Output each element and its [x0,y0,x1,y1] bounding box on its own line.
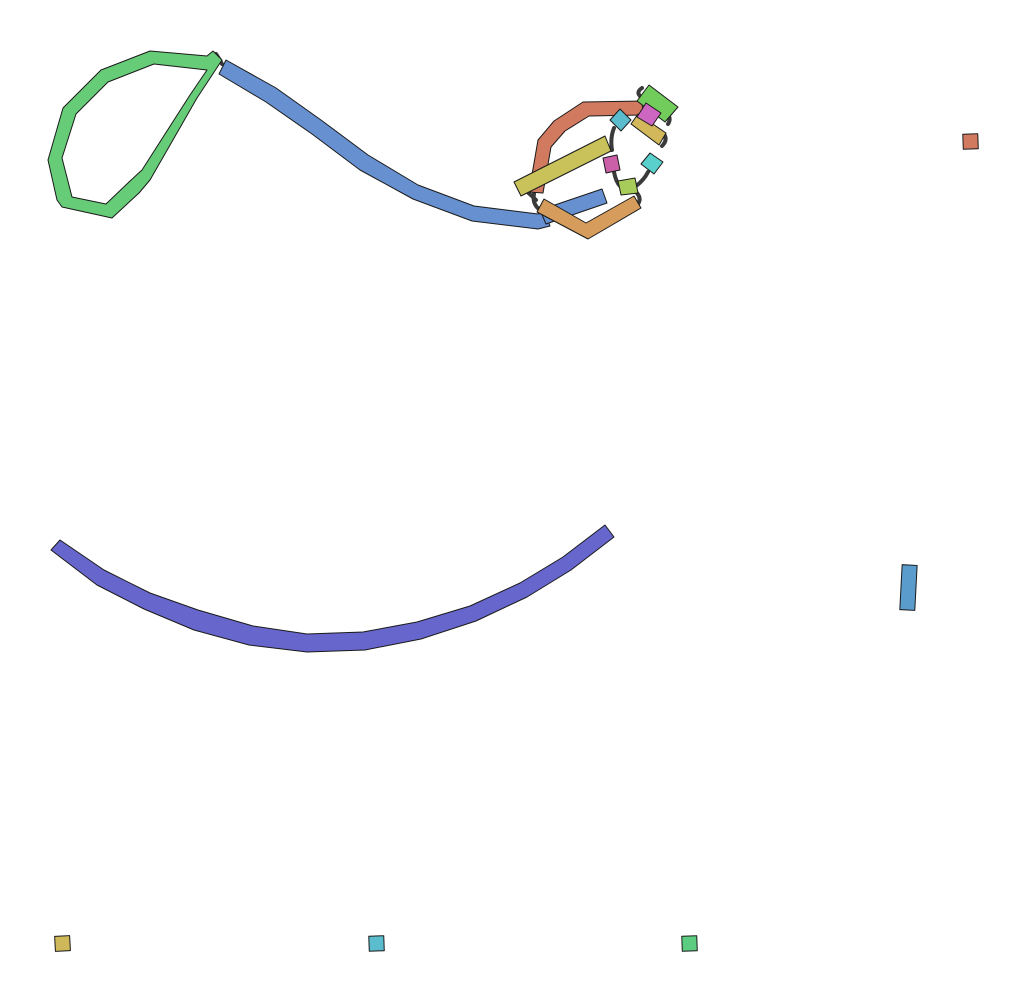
segment-pink-small[interactable] [636,102,662,127]
segment-yellow-bar[interactable] [513,135,612,197]
cluster-links [214,52,672,212]
segment-tan-bend[interactable] [536,195,642,240]
segment-red-square[interactable] [962,133,979,150]
link [636,86,644,98]
segment-green-square[interactable] [681,935,698,952]
segment-green-loop[interactable] [47,50,223,219]
segment-purple-arc[interactable] [50,524,615,653]
link [609,126,616,152]
segment-yellow-square[interactable] [54,935,71,952]
link [634,170,650,188]
segment-lime-node[interactable] [617,177,639,196]
segment-mustard-small[interactable] [630,113,667,146]
segment-blue-long[interactable] [218,59,551,230]
segment-pink-node[interactable] [602,154,621,174]
segment-cyan-small[interactable] [609,108,632,132]
segment-blue-bar[interactable] [899,564,918,611]
segment-cyan-square[interactable] [368,935,385,952]
segment-cyan-node[interactable] [640,152,664,175]
